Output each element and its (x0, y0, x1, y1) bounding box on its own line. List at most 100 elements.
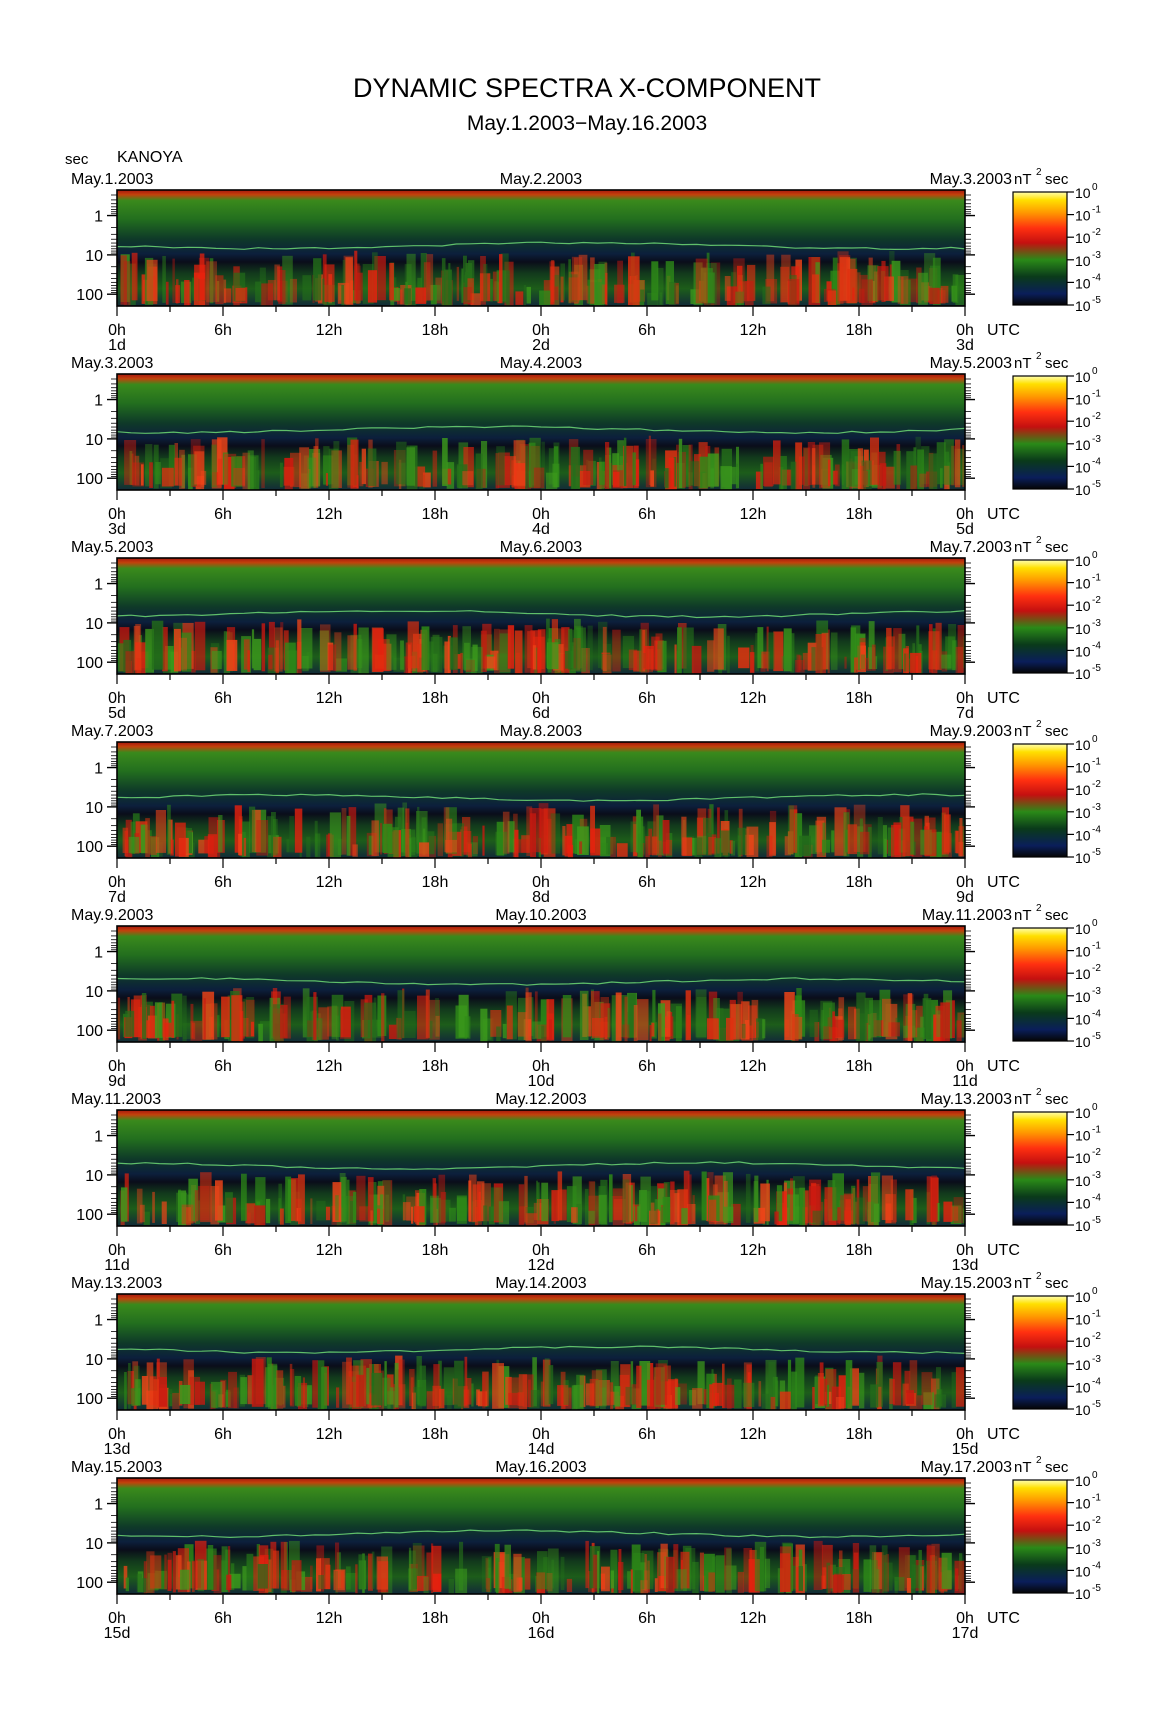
activity-mark (324, 264, 334, 302)
activity-mark (551, 813, 561, 853)
activity-mark (889, 1379, 894, 1404)
x-tick-label: 18h (422, 1610, 449, 1627)
y-tick-label: 1 (94, 1129, 103, 1146)
activity-mark (455, 1569, 467, 1593)
activity-mark (790, 633, 794, 672)
activity-mark (723, 1385, 735, 1408)
activity-mark (549, 1019, 552, 1040)
activity-mark (289, 816, 294, 852)
activity-mark (636, 1366, 641, 1408)
x-tick-label: 18h (846, 1610, 873, 1627)
activity-mark (183, 996, 187, 1042)
colorbar-tick-base: 10 (1075, 1496, 1091, 1512)
x-unit-label: UTC (987, 1058, 1020, 1075)
activity-mark (358, 628, 368, 674)
activity-mark (745, 281, 754, 306)
y-tick-label: 100 (76, 655, 103, 672)
day-label: 3d (108, 521, 126, 538)
panel-mid-date: May.2.2003 (500, 171, 583, 188)
activity-mark (702, 1172, 707, 1221)
activity-mark (549, 1365, 554, 1404)
colorbar-tick-exp: 0 (1092, 1470, 1098, 1481)
panel-right-date: May.15.2003 (921, 1275, 1012, 1292)
activity-mark (790, 1178, 793, 1220)
activity-mark (610, 837, 616, 857)
x-tick-label: 6h (214, 1058, 232, 1075)
x-tick-label: 6h (214, 690, 232, 707)
activity-mark (313, 258, 321, 300)
activity-mark (538, 629, 546, 673)
activity-mark (530, 808, 542, 852)
activity-mark (597, 1551, 599, 1594)
activity-mark (812, 274, 819, 302)
colorbar-tick-exp: -5 (1092, 1031, 1101, 1042)
activity-mark (371, 1373, 382, 1406)
activity-mark (180, 1385, 191, 1404)
activity-mark (438, 823, 443, 856)
activity-mark (341, 285, 344, 306)
activity-mark (175, 285, 180, 303)
activity-mark (480, 1009, 487, 1042)
activity-mark (632, 1384, 637, 1404)
activity-mark (332, 1006, 338, 1040)
activity-mark (692, 1388, 702, 1409)
x-tick-label: 18h (846, 322, 873, 339)
colorbar-tick-base: 10 (1075, 1586, 1091, 1602)
activity-mark (941, 655, 951, 669)
activity-mark (514, 440, 526, 486)
activity-mark (137, 1574, 142, 1593)
activity-mark (351, 440, 359, 489)
activity-mark (548, 1549, 559, 1594)
colorbar-tick-base: 10 (1075, 643, 1091, 659)
activity-mark (499, 254, 503, 303)
activity-mark (476, 1389, 480, 1405)
activity-mark (465, 1357, 468, 1405)
activity-mark (818, 1373, 824, 1406)
activity-mark (760, 1184, 770, 1222)
activity-mark (788, 805, 794, 855)
activity-mark (910, 653, 921, 673)
activity-mark (353, 1192, 356, 1223)
activity-mark (424, 262, 431, 301)
activity-mark (171, 1001, 174, 1038)
colorbar-tick-exp: 0 (1092, 1286, 1098, 1297)
colorbar-tick-exp: -2 (1092, 595, 1101, 606)
colorbar-tick-base: 10 (1075, 1105, 1091, 1121)
colorbar-tick-base: 10 (1075, 598, 1091, 614)
activity-mark (837, 263, 843, 304)
activity-mark (603, 627, 607, 671)
colorbar-tick-base: 10 (1075, 1473, 1091, 1489)
activity-mark (426, 990, 430, 1038)
activity-mark (283, 1386, 286, 1408)
colorbar-tick-base: 10 (1075, 230, 1091, 246)
activity-mark (554, 1194, 556, 1224)
activity-mark (836, 1397, 844, 1410)
activity-mark (444, 270, 452, 306)
activity-mark (814, 1541, 823, 1590)
activity-mark (658, 1014, 662, 1041)
colorbar-unit-suffix: sec (1045, 1091, 1069, 1108)
activity-mark (335, 1195, 339, 1220)
activity-mark (583, 450, 593, 485)
activity-mark (870, 1384, 879, 1407)
colorbar-unit-exp: 2 (1036, 1455, 1042, 1466)
y-tick-label: 10 (85, 432, 103, 449)
activity-mark (547, 819, 552, 854)
activity-mark (380, 1194, 383, 1223)
activity-mark (908, 993, 913, 1041)
colorbar-tick-exp: -5 (1092, 1215, 1101, 1226)
activity-mark (563, 995, 572, 1037)
activity-mark (261, 439, 265, 488)
activity-mark (846, 1360, 853, 1408)
x-tick-label: 6h (214, 874, 232, 891)
x-tick-label: 6h (638, 1426, 656, 1443)
activity-mark (519, 1374, 527, 1410)
figure-subtitle: May.1.2003−May.16.2003 (467, 112, 707, 135)
activity-mark (364, 1003, 376, 1042)
activity-mark (284, 467, 295, 486)
x-tick-label: 12h (740, 1610, 767, 1627)
activity-mark (532, 1022, 541, 1040)
activity-mark (238, 834, 242, 855)
activity-mark (669, 458, 675, 490)
panel-right-date: May.13.2003 (921, 1091, 1012, 1108)
